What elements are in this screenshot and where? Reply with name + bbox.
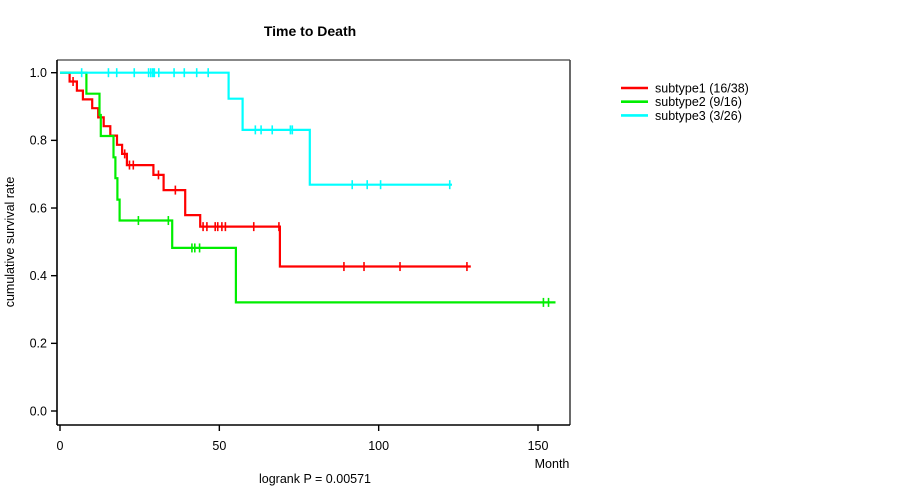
survival-curve — [60, 71, 452, 186]
x-tick-label: 100 — [368, 439, 389, 453]
survival-curves — [60, 71, 556, 304]
survival-curve — [60, 71, 556, 304]
x-tick-label: 150 — [528, 439, 549, 453]
y-tick-label: 0.4 — [30, 269, 47, 283]
x-tick-label: 50 — [212, 439, 226, 453]
axes-ticks: 0.0 0.2 0.4 0.6 0.8 1.0 0 50 100 150 — [30, 66, 549, 453]
legend-label: subtype1 (16/38) — [655, 82, 749, 96]
chart-title: Time to Death — [264, 23, 356, 39]
y-tick-label: 0.2 — [30, 337, 47, 351]
survival-curve — [60, 71, 471, 268]
y-tick-label: 1.0 — [30, 66, 47, 80]
y-tick-label: 0.8 — [30, 134, 47, 148]
legend: subtype1 (16/38)subtype2 (9/16)subtype3 … — [621, 82, 749, 123]
y-tick-label: 0.6 — [30, 201, 47, 215]
x-axis-label: Month — [535, 457, 570, 471]
logrank-annotation: logrank P = 0.00571 — [259, 472, 371, 486]
legend-label: subtype3 (3/26) — [655, 109, 742, 123]
legend-label: subtype2 (9/16) — [655, 95, 742, 109]
plot-box — [56, 59, 571, 426]
y-tick-label: 0.0 — [30, 404, 47, 418]
censor-marks — [72, 68, 550, 307]
x-tick-label: 0 — [57, 439, 64, 453]
y-axis-label: cumulative survival rate — [3, 177, 17, 308]
